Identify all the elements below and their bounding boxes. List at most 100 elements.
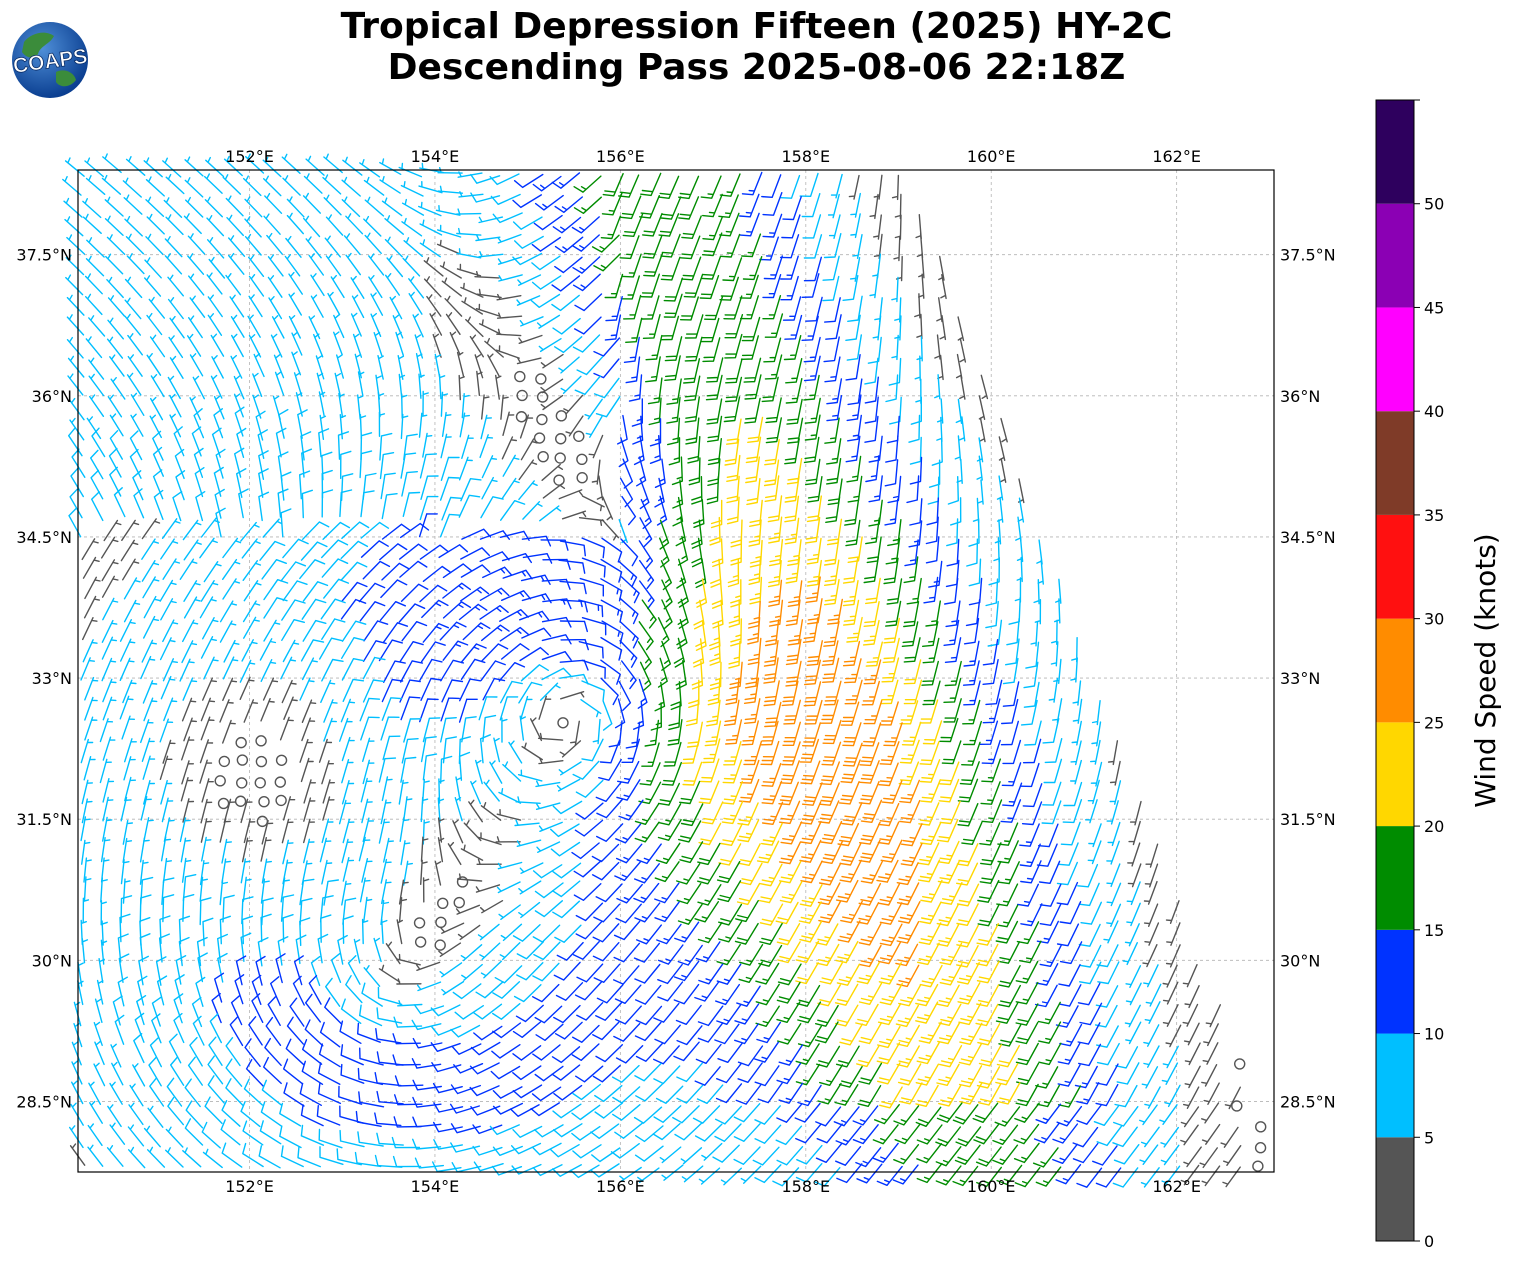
- wind-barb: [895, 943, 919, 967]
- wind-barb: [456, 263, 482, 277]
- wind-barb: [591, 459, 601, 485]
- wind-barb: [536, 314, 561, 329]
- wind-barb: [80, 816, 91, 842]
- wind-barb: [123, 756, 136, 781]
- wind-barb: [187, 253, 205, 275]
- wind-barb: [67, 373, 84, 396]
- calm-wind-circle: [514, 370, 526, 383]
- wind-barb: [455, 904, 481, 915]
- wind-barb: [645, 334, 663, 361]
- wind-barb: [725, 376, 743, 403]
- wind-barb: [130, 392, 145, 416]
- wind-barb: [442, 640, 469, 661]
- wind-barb: [955, 1126, 982, 1147]
- wind-barb: [950, 497, 962, 526]
- wind-barb: [596, 984, 624, 1004]
- wind-barb: [906, 475, 920, 504]
- wind-barb: [442, 582, 471, 599]
- wind-barb: [995, 920, 1019, 944]
- wind-barb: [458, 456, 473, 481]
- wind-barb: [207, 1075, 225, 1104]
- wind-barb: [1015, 1042, 1039, 1066]
- wind-barb: [363, 215, 382, 237]
- wind-barb: [364, 196, 385, 217]
- calm-wind-circle: [258, 796, 270, 808]
- wind-barb: [541, 651, 572, 661]
- wind-barb: [518, 459, 538, 481]
- wind-barb: [167, 274, 184, 297]
- wind-barb: [340, 1044, 364, 1066]
- wind-barb: [799, 920, 823, 943]
- wind-barb: [1164, 1084, 1181, 1108]
- wind-barb: [822, 657, 840, 683]
- wind-barb: [538, 695, 552, 720]
- wind-barb: [480, 802, 502, 821]
- wind-barb: [956, 862, 979, 886]
- wind-barb: [435, 205, 461, 216]
- wind-barb: [182, 619, 199, 643]
- wind-barb: [150, 374, 165, 398]
- wind-barb: [806, 537, 822, 565]
- wind-barb: [152, 446, 164, 477]
- wind-barb: [814, 1167, 841, 1187]
- wind-barb: [143, 595, 161, 619]
- wind-barb: [532, 962, 560, 982]
- wind-barb: [553, 1123, 583, 1138]
- wind-barb: [160, 675, 176, 700]
- wind-barb: [461, 434, 474, 459]
- wind-barb: [726, 475, 740, 504]
- wind-barb: [591, 861, 620, 881]
- wind-barb: [588, 434, 604, 459]
- wind-barb: [619, 1166, 642, 1182]
- wind-barb: [977, 903, 1000, 927]
- wind-barb: [1222, 1166, 1241, 1188]
- wind-barb: [136, 995, 147, 1026]
- lon-tick-label-bottom: 158°E: [781, 1177, 830, 1196]
- wind-barb: [205, 156, 225, 178]
- wind-barb: [521, 742, 543, 761]
- wind-barb: [718, 843, 742, 866]
- wind-barb: [554, 236, 584, 254]
- wind-barb: [639, 479, 650, 510]
- wind-barb: [398, 162, 423, 178]
- wind-barb: [613, 1022, 641, 1042]
- wind-barb: [623, 294, 642, 320]
- wind-barb: [550, 823, 580, 838]
- wind-barb: [286, 212, 304, 235]
- wind-barb: [694, 558, 707, 589]
- wind-barb: [1182, 1003, 1199, 1027]
- wind-barb: [260, 698, 275, 722]
- wind-barb: [797, 1025, 822, 1048]
- wind-barb: [411, 1019, 442, 1031]
- wind-barb: [1116, 1062, 1140, 1085]
- wind-barb: [413, 1004, 445, 1015]
- colorbar-segment: [1376, 1137, 1414, 1241]
- wind-barb: [1184, 1065, 1201, 1089]
- wind-barb: [360, 777, 373, 803]
- wind-barb: [342, 857, 355, 882]
- wind-barb: [704, 720, 722, 747]
- wind-barb: [868, 499, 883, 527]
- wind-barb: [763, 337, 782, 363]
- wind-barb: [642, 234, 663, 259]
- wind-barb: [258, 1145, 281, 1169]
- wind-barb: [903, 556, 919, 584]
- wind-barb: [1058, 842, 1079, 866]
- wind-barb: [578, 517, 605, 526]
- wind-barb: [482, 566, 513, 579]
- wind-barb: [805, 458, 821, 486]
- wind-barb: [845, 314, 861, 341]
- wind-barb: [468, 799, 483, 823]
- wind-barb: [966, 538, 979, 567]
- lat-tick-label-right: 28.5°N: [1280, 1092, 1336, 1111]
- wind-barb: [516, 941, 545, 960]
- wind-barb: [824, 559, 840, 586]
- wind-barb: [475, 234, 501, 242]
- wind-barb: [865, 641, 883, 667]
- wind-barb: [1008, 597, 1021, 625]
- wind-barb: [596, 798, 623, 819]
- wind-barb: [102, 736, 116, 761]
- wind-barb: [1109, 780, 1122, 805]
- wind-barb: [101, 174, 122, 195]
- wind-barb: [244, 196, 263, 218]
